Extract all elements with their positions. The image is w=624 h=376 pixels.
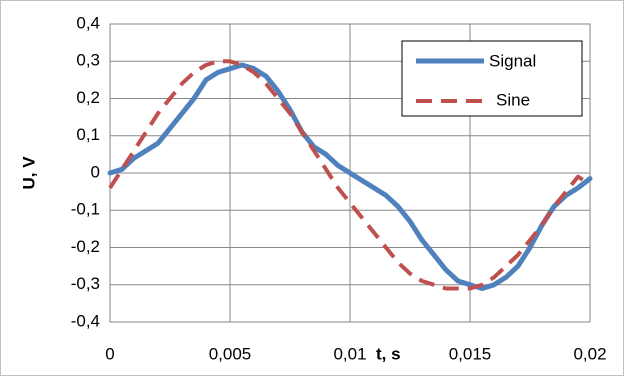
y-tick-label: -0,3 — [71, 274, 100, 293]
x-axis-title: t, s — [376, 344, 401, 363]
y-tick-label: -0,2 — [71, 237, 100, 256]
x-tick-label: 0,01 — [333, 344, 366, 363]
y-tick-label: 0,1 — [76, 125, 100, 144]
x-tick-label: 0,02 — [573, 344, 606, 363]
y-tick-label: 0 — [91, 162, 100, 181]
sine-series-line — [108, 59, 592, 291]
legend: Signal Sine — [401, 40, 583, 117]
y-tick-label: -0,1 — [71, 200, 100, 219]
x-tick-label: 0 — [105, 344, 114, 363]
x-tick-label: 0,005 — [209, 344, 252, 363]
y-tick-label: 0,4 — [76, 13, 100, 32]
tick-labels: 0,4 0,3 0,2 0,1 0 -0,1 -0,2 -0,3 -0,4 0 0,005 0,01 0… — [71, 13, 607, 363]
y-tick-label: -0,4 — [71, 311, 100, 330]
y-tick-label: 0,3 — [76, 51, 100, 70]
x-tick-label: 0,015 — [449, 344, 492, 363]
y-axis-title: U, V — [19, 156, 38, 190]
y-tick-label: 0,2 — [76, 88, 100, 107]
legend-signal-label: Signal — [489, 51, 536, 70]
signal-series-line — [107, 62, 593, 291]
data-series — [107, 59, 593, 291]
legend-sine-label: Sine — [496, 90, 530, 109]
legend-box — [401, 40, 583, 117]
